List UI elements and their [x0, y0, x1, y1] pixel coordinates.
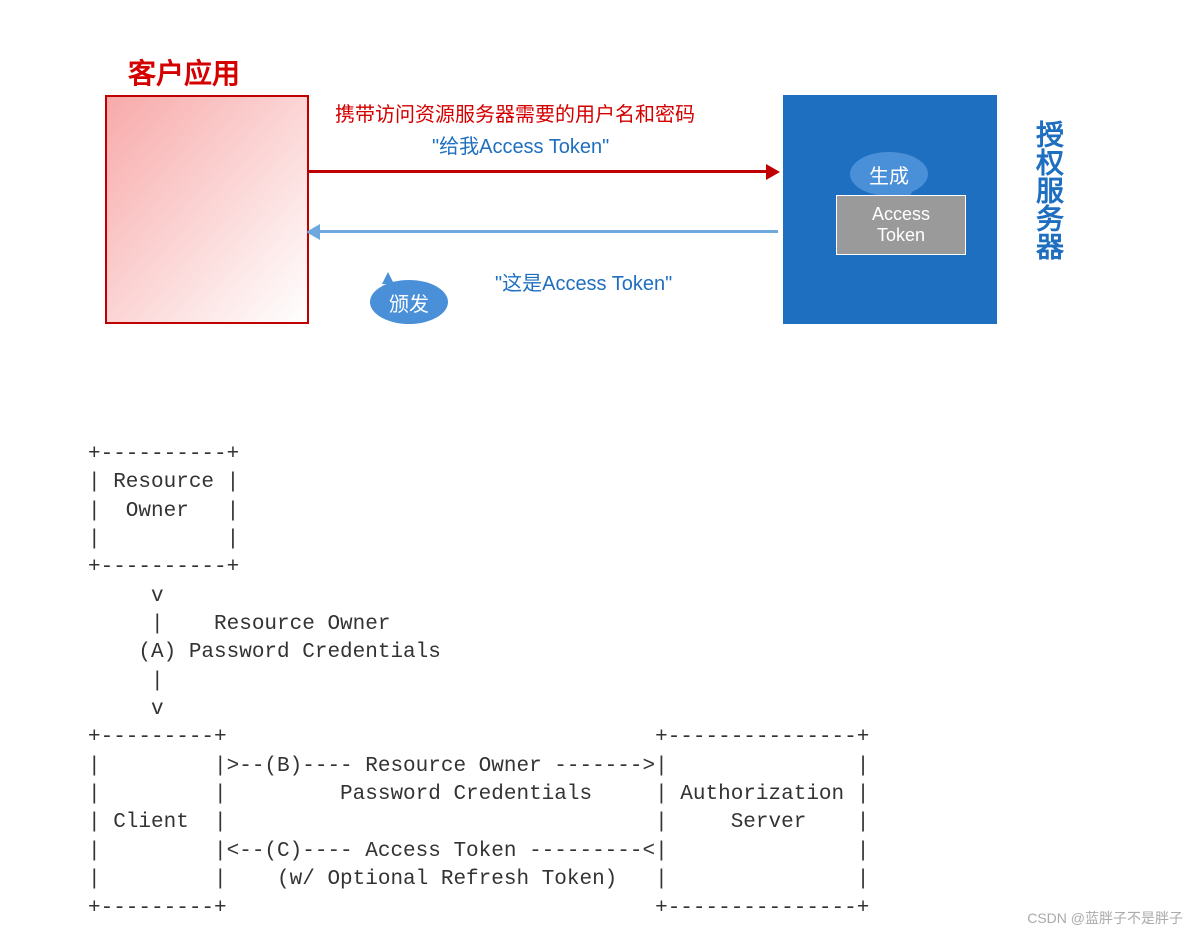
ascii-flow-diagram: +----------+ | Resource | | Owner | | | … [88, 441, 869, 923]
generate-bubble: 生成 [850, 152, 928, 196]
issue-bubble-label: 颁发 [389, 288, 429, 317]
request-arrow-head [766, 164, 780, 180]
request-pre-label: 携带访问资源服务器需要的用户名和密码 [335, 98, 695, 127]
client-box [105, 95, 309, 324]
client-title: 客户应用 [128, 52, 240, 92]
access-token-label: Access Token [872, 204, 930, 246]
issue-bubble-tail [382, 272, 394, 284]
access-token-box: Access Token [836, 195, 966, 255]
request-main-label: "给我Access Token" [432, 130, 609, 159]
server-title: 授权服务器 [1028, 120, 1068, 260]
watermark: CSDN @蓝胖子不是胖子 [1027, 908, 1183, 928]
response-arrow-line [318, 230, 778, 233]
response-arrow-head [306, 224, 320, 240]
issue-bubble: 颁发 [370, 280, 448, 324]
response-main-label: "这是Access Token" [495, 267, 672, 296]
request-arrow-line [308, 170, 768, 173]
oauth-flow-diagram: 客户应用 授权服务器 携带访问资源服务器需要的用户名和密码 "给我Access … [0, 0, 1203, 360]
generate-bubble-label: 生成 [869, 160, 909, 189]
